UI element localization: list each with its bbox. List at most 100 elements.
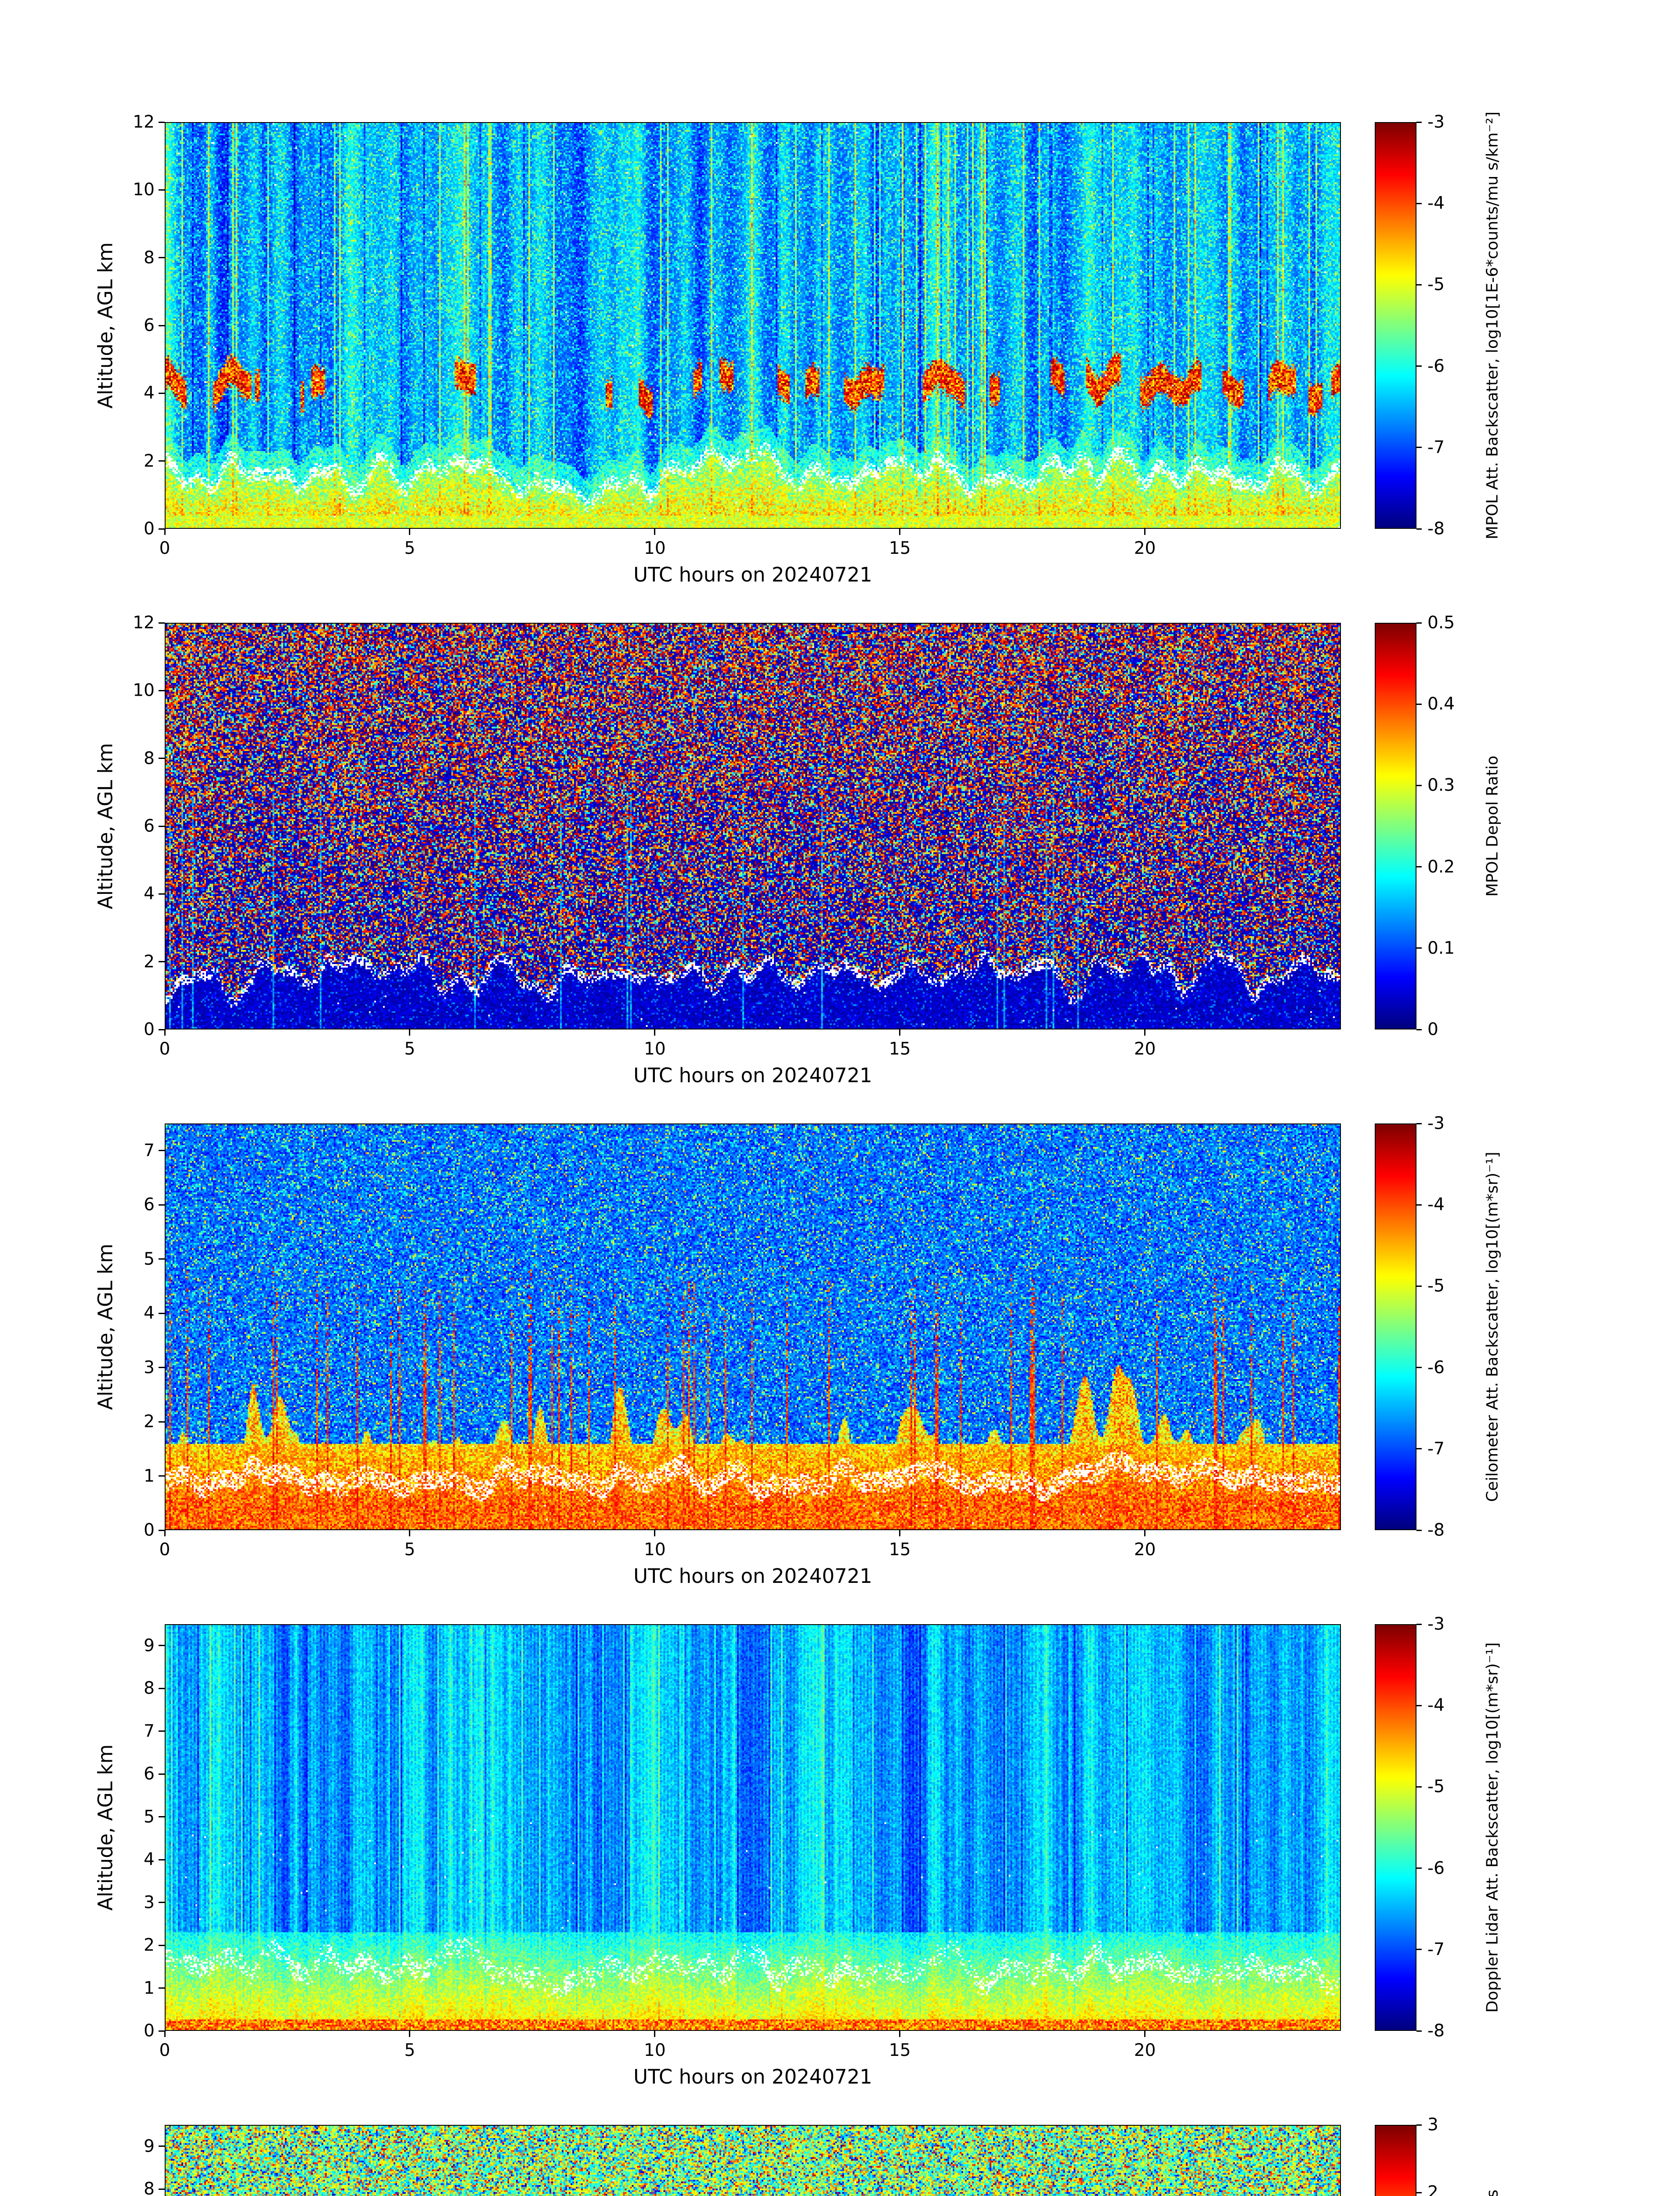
- x-tick-mark: [1144, 2031, 1146, 2037]
- colorbar-tick-mark: [1416, 1367, 1422, 1369]
- y-tick-label: 12: [133, 112, 155, 132]
- colorbar: [1375, 1123, 1416, 1530]
- colorbar: [1375, 122, 1416, 529]
- y-axis: 0 1 2 3 4 5 6 7: [0, 1123, 155, 1540]
- colorbar-tick-mark: [1416, 447, 1422, 448]
- y-tick-mark: [159, 121, 165, 123]
- colorbar-tick-mark: [1416, 1285, 1422, 1287]
- y-tick-mark: [159, 1859, 165, 1860]
- colorbar-tick-mark: [1416, 1949, 1422, 1950]
- panel-mpol-depol-ratio: Altitude, AGL km 0 2 4 6 8 10 12 0 5 10 15 20 UTC …: [0, 613, 1680, 1123]
- y-tick-label: 1: [144, 1978, 155, 1998]
- x-tick-mark: [409, 2031, 411, 2037]
- x-tick-mark: [899, 529, 901, 535]
- x-tick-label: 15: [889, 1540, 911, 1560]
- x-axis: 0 5 10 15 20: [159, 1540, 1341, 1561]
- y-tick-mark: [159, 2145, 165, 2147]
- y-tick-label: 2: [144, 952, 155, 972]
- y-tick-label: 0: [144, 519, 155, 539]
- colorbar-axis: -8 -7 -6 -5 -4 -3: [1427, 112, 1493, 539]
- colorbar: [1375, 1624, 1416, 2031]
- y-tick-mark: [159, 1645, 165, 1647]
- doppler-lidar-att-backscatter-heatmap: [166, 1625, 1340, 2030]
- y-tick-label: 6: [144, 816, 155, 836]
- y-tick-mark: [159, 392, 165, 394]
- y-tick-label: 6: [144, 1764, 155, 1784]
- y-tick-label: 6: [144, 315, 155, 336]
- y-tick-mark: [159, 1204, 165, 1206]
- y-tick-mark: [159, 1730, 165, 1732]
- x-axis-label: UTC hours on 20240721: [633, 1564, 872, 1588]
- heatmap-plot: [165, 122, 1341, 529]
- x-tick-mark: [654, 1029, 656, 1036]
- colorbar-gradient: [1376, 624, 1416, 1029]
- colorbar-tick-label: -4: [1427, 1695, 1445, 1716]
- y-tick-label: 5: [144, 1807, 155, 1827]
- x-tick-label: 15: [889, 2041, 911, 2060]
- colorbar-tick-mark: [1416, 202, 1422, 204]
- x-tick-label: 0: [159, 1540, 170, 1560]
- y-tick-label: 2: [144, 1412, 155, 1432]
- ceilometer-att-backscatter-heatmap: [166, 1124, 1340, 1529]
- y-tick-label: 0: [144, 1520, 155, 1540]
- y-tick-mark: [159, 1421, 165, 1423]
- colorbar-tick-label: 3: [1427, 2115, 1438, 2135]
- y-tick-mark: [159, 1258, 165, 1260]
- colorbar-tick-label: 0.4: [1427, 694, 1455, 714]
- colorbar-tick-label: -7: [1427, 1439, 1445, 1459]
- y-tick-label: 4: [144, 383, 155, 403]
- colorbar-tick-label: -8: [1427, 1520, 1445, 1540]
- x-tick-label: 10: [644, 1039, 666, 1059]
- heatmap-plot: [165, 1123, 1341, 1530]
- x-tick-mark: [1144, 529, 1146, 535]
- colorbar-tick-label: -8: [1427, 519, 1445, 539]
- colorbar-gradient: [1376, 2126, 1416, 2196]
- doppler-lidar-vertical-velocity-heatmap: [166, 2126, 1340, 2196]
- colorbar-axis: 0 0.1 0.2 0.3 0.4 0.5: [1427, 613, 1493, 1040]
- colorbar-tick-label: 2: [1427, 2182, 1438, 2196]
- colorbar-gradient: [1376, 1625, 1416, 2030]
- y-tick-label: 8: [144, 748, 155, 769]
- x-axis-label: UTC hours on 20240721: [633, 1064, 872, 1087]
- colorbar-tick-label: -5: [1427, 1777, 1445, 1797]
- x-tick-mark: [409, 1530, 411, 1536]
- y-tick-mark: [159, 325, 165, 326]
- y-tick-mark: [159, 1529, 165, 1531]
- colorbar-tick-label: -3: [1427, 1614, 1445, 1634]
- colorbar-tick-mark: [1416, 365, 1422, 367]
- y-tick-mark: [159, 893, 165, 895]
- y-tick-mark: [159, 1367, 165, 1369]
- x-tick-mark: [164, 529, 166, 535]
- colorbar-tick-label: 0.1: [1427, 938, 1455, 958]
- colorbar-label: MPOL Depol Ratio: [1483, 755, 1502, 897]
- x-tick-label: 20: [1134, 538, 1156, 558]
- y-tick-mark: [159, 758, 165, 759]
- colorbar-tick-label: 0: [1427, 1019, 1438, 1040]
- colorbar-tick-mark: [1416, 1867, 1422, 1869]
- colorbar-tick-mark: [1416, 528, 1422, 530]
- colorbar-tick-mark: [1416, 784, 1422, 786]
- x-tick-label: 20: [1134, 1540, 1156, 1560]
- x-tick-label: 5: [404, 2041, 415, 2060]
- y-tick-mark: [159, 1029, 165, 1030]
- x-tick-mark: [409, 529, 411, 535]
- colorbar-tick-mark: [1416, 1204, 1422, 1206]
- x-axis-label: UTC hours on 20240721: [633, 2065, 872, 2088]
- x-tick-label: 20: [1134, 2041, 1156, 2060]
- y-tick-label: 2: [144, 1935, 155, 1955]
- colorbar-label: MPOL Att. Backscatter, log10[1E-6*counts…: [1483, 111, 1502, 540]
- colorbar: [1375, 623, 1416, 1029]
- mpol-att-backscatter-heatmap: [166, 123, 1340, 528]
- colorbar-tick-label: 0.2: [1427, 857, 1455, 877]
- y-tick-mark: [159, 528, 165, 530]
- y-axis: 0 2 4 6 8 10 12: [0, 112, 155, 539]
- y-tick-mark: [159, 825, 165, 827]
- heatmap-plot: [165, 1624, 1341, 2031]
- heatmap-plot: [165, 2125, 1341, 2196]
- colorbar-tick-label: -8: [1427, 2021, 1445, 2041]
- y-tick-mark: [159, 961, 165, 963]
- x-tick-label: 20: [1134, 1039, 1156, 1059]
- colorbar-tick-mark: [1416, 866, 1422, 868]
